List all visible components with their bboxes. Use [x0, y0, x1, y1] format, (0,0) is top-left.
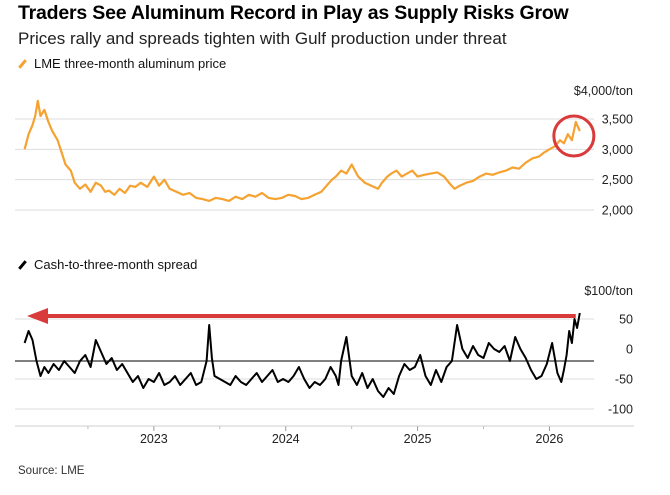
- price-y-tick-label: 2,000: [602, 204, 633, 218]
- price-y-tick-label: 3,000: [602, 143, 633, 157]
- spread-legend: Cash-to-three-month spread: [18, 257, 197, 272]
- spread-series-line: [23, 312, 581, 398]
- price-y-tick-label: 3,500: [602, 113, 633, 127]
- spread-y-ticks: 50 0 -50 -100: [608, 313, 633, 417]
- highlight-arrow: [27, 308, 576, 324]
- highlight-circle: [552, 114, 596, 158]
- source-note: Source: LME: [18, 465, 85, 477]
- chart-title: Traders See Aluminum Record in Play as S…: [18, 2, 569, 24]
- spread-legend-label: Cash-to-three-month spread: [34, 257, 198, 272]
- x-tick-label: 2023: [140, 432, 168, 446]
- spread-y-tick-label: -50: [615, 373, 633, 387]
- x-axis-ticks: 2023 2024 2025 2026: [87, 426, 564, 446]
- spread-gridlines: [15, 318, 594, 410]
- x-tick-label: 2026: [536, 432, 564, 446]
- spread-y-tick-label: -100: [608, 403, 633, 417]
- price-unit-label: $4,000/ton: [574, 84, 633, 98]
- x-tick-label: 2024: [272, 432, 300, 446]
- spread-y-tick-label: 0: [626, 343, 633, 357]
- spread-unit-label: $100/ton: [584, 284, 633, 298]
- price-series-line: [23, 99, 581, 202]
- price-y-tick-label: 2,500: [602, 173, 633, 187]
- spread-y-tick-label: 50: [619, 313, 633, 327]
- price-legend-label: LME three-month aluminum price: [34, 56, 227, 71]
- chart-subtitle: Prices rally and spreads tighten with Gu…: [18, 29, 507, 48]
- price-legend: LME three-month aluminum price: [18, 56, 226, 71]
- price-gridlines: [15, 118, 594, 211]
- arrow-head: [27, 308, 48, 324]
- price-y-ticks: 3,500 3,000 2,500 2,000: [602, 113, 633, 218]
- x-tick-label: 2025: [404, 432, 432, 446]
